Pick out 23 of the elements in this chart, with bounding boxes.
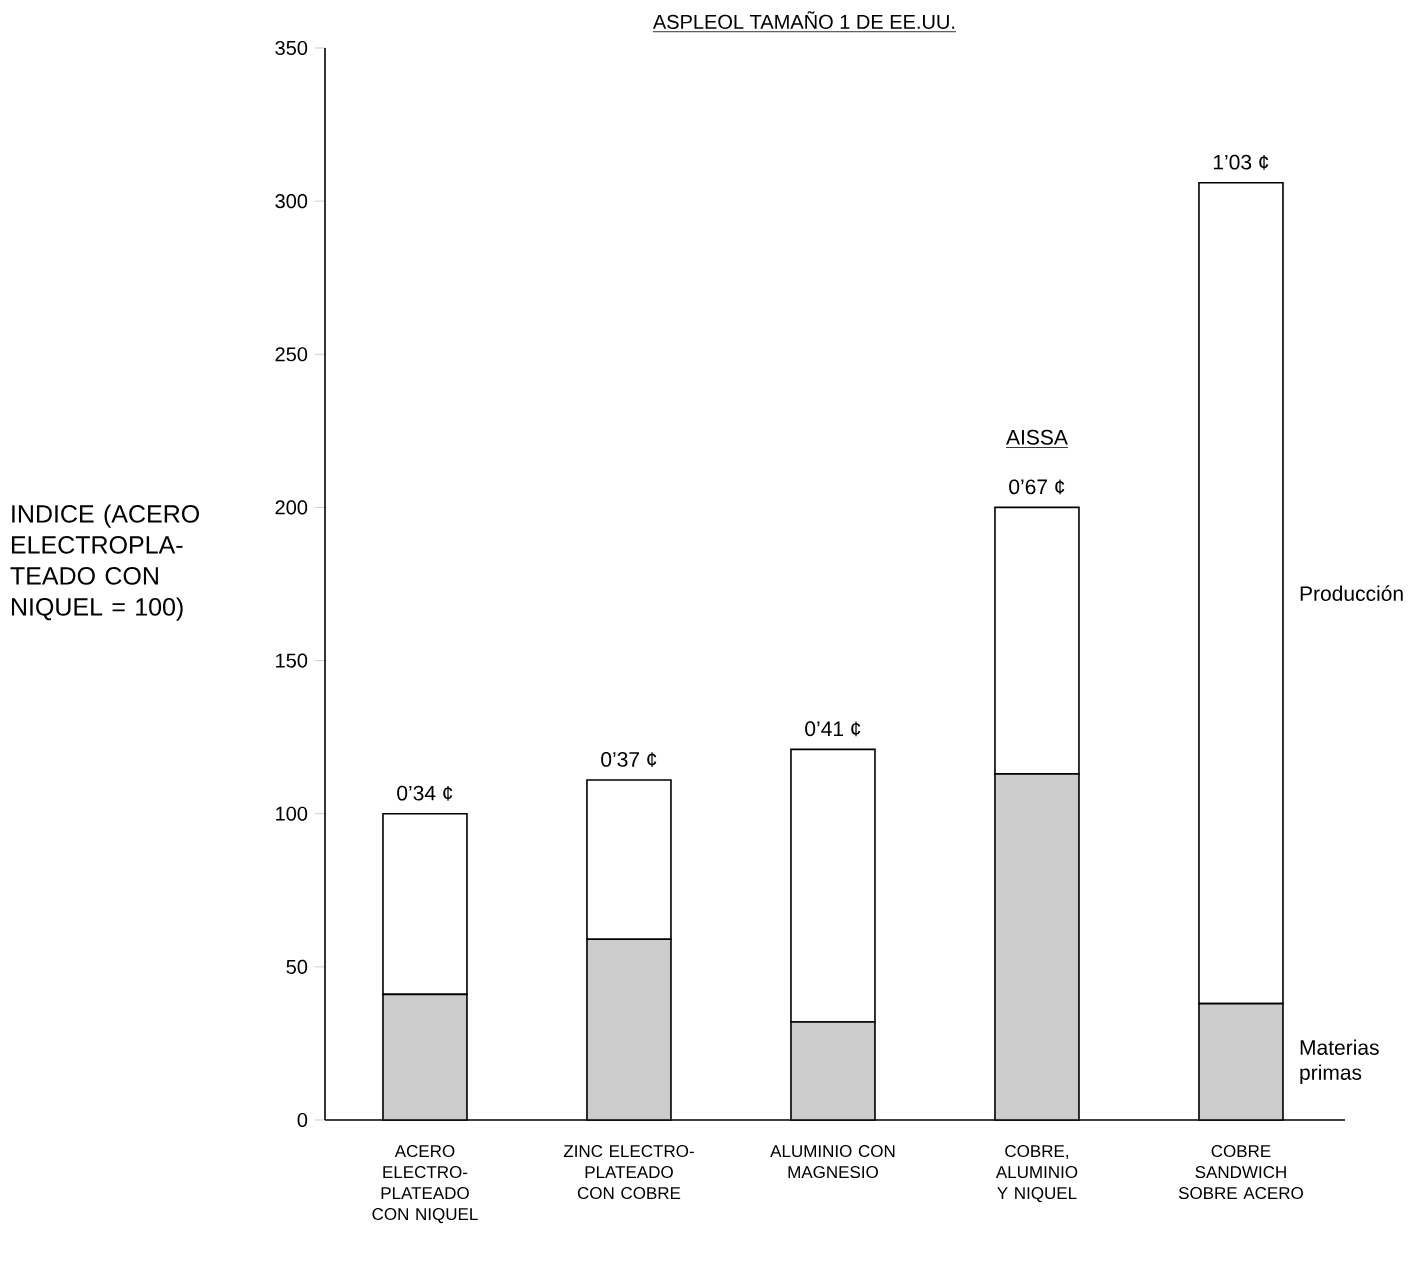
y-tick-label: 200 [275, 500, 308, 515]
total-label: 1’03 ¢ [1213, 154, 1269, 170]
x-tick-label: ZINC ELECTRO- PLATEADO CON COBRE [563, 1145, 694, 1200]
x-tick-label: COBRE SANDWICH SOBRE ACERO [1178, 1145, 1303, 1200]
total-label: 0’41 ¢ [805, 721, 861, 737]
series-label: Producción [1300, 585, 1403, 602]
y-tick-label: 100 [276, 806, 308, 821]
y-tick-label: 250 [275, 347, 308, 362]
x-tick-label: COBRE, ALUMINIO Y NIQUEL [995, 1145, 1078, 1203]
chart-title: ASPLEOL TAMAÑO 1 DE EE.UU. [652, 11, 955, 29]
total-label: 0’67 ¢ [1009, 479, 1065, 495]
y-tick-label: 150 [276, 653, 308, 668]
x-tick-label: ACERO ELECTRO- PLATEADO CON NIQUEL [372, 1145, 478, 1224]
annotation: AISSA [1006, 429, 1068, 445]
series-label: Materias primas [1300, 1039, 1379, 1085]
x-tick-label: ALUMINIO CON MAGNESIO [770, 1145, 895, 1179]
y-tick-label: 300 [275, 194, 308, 209]
total-label: 0’34 ¢ [397, 785, 453, 801]
total-label: 0’37 ¢ [601, 751, 657, 767]
y-tick-label: 350 [275, 40, 308, 56]
y-tick-label: 0 [297, 1112, 308, 1128]
y-axis-title: INDICE (ACERO ELECTROPLA- TEADO CON NIQUEL = 100) [10, 504, 200, 621]
y-tick-label: 50 [286, 959, 308, 974]
